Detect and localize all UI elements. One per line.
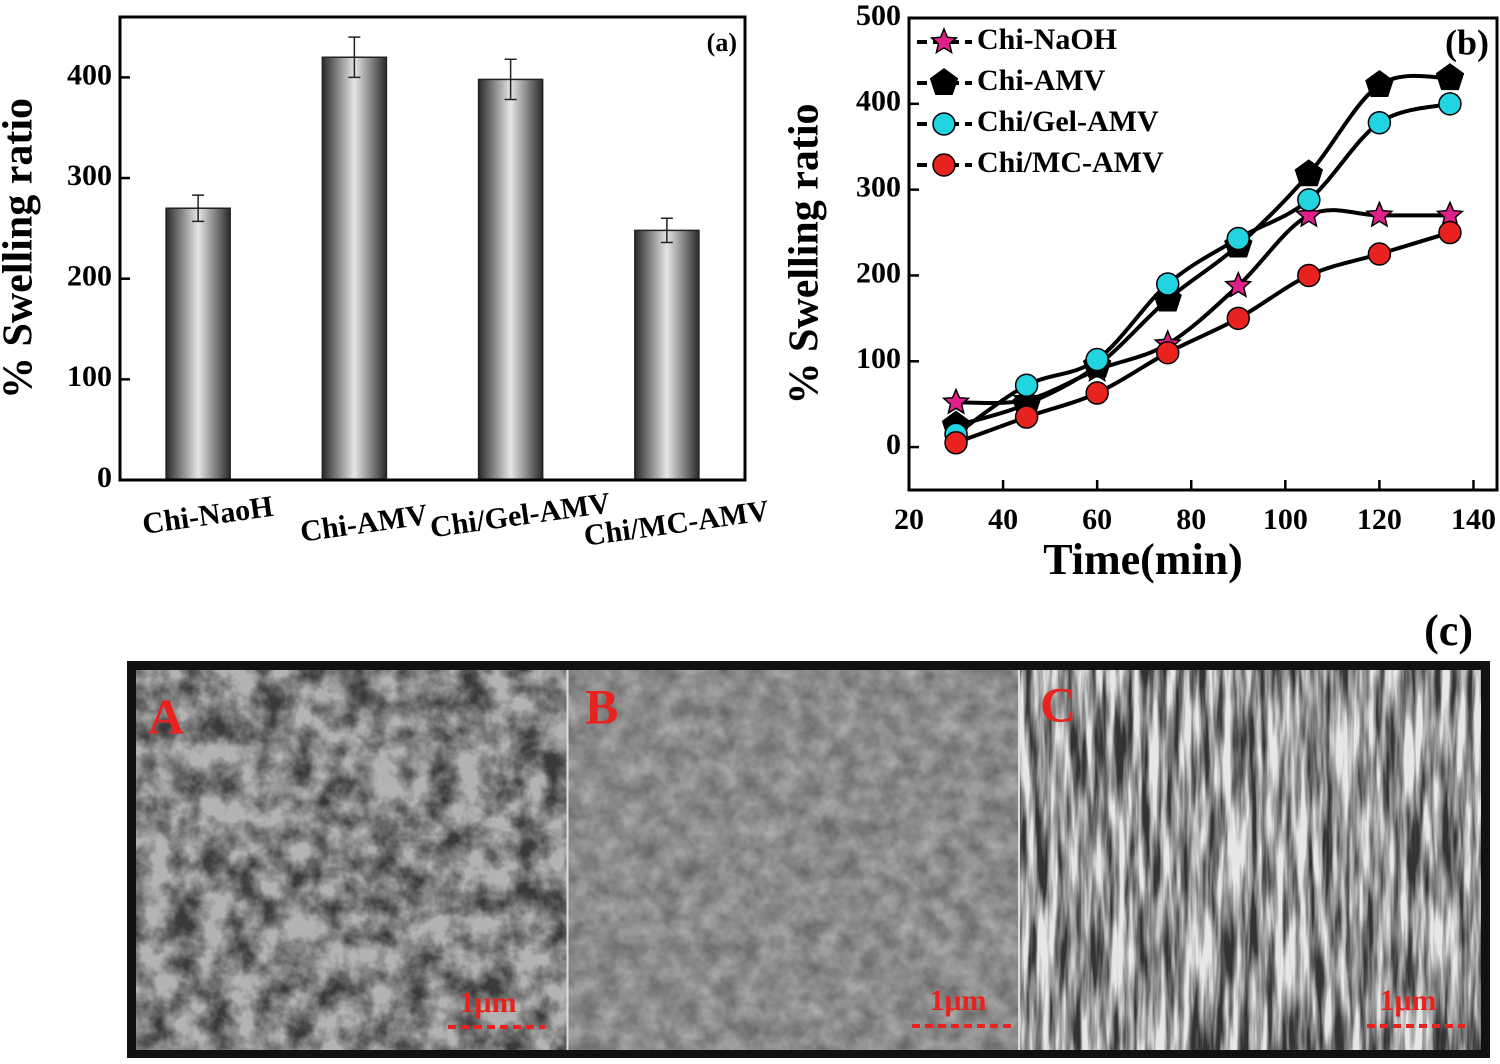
marker [1297,263,1321,288]
y-tick-label: 500 [856,0,901,32]
marker [1085,381,1109,405]
y-tick-label: 0 [97,461,112,494]
y-tick-label: 400 [67,58,112,91]
legend-label: Chi/Gel-AMV [977,105,1159,138]
image-label: B [585,678,618,734]
y-tick-label: 400 [856,85,901,118]
scale-bar-label: 1μm [460,986,517,1019]
x-tick-label: Chi-NaoH [140,490,275,541]
marker [1226,306,1251,331]
marker [1155,340,1180,365]
legend-marker [929,68,959,96]
legend-marker [932,112,956,136]
image-label: A [148,688,184,744]
marker [1297,188,1321,212]
sem-image [568,670,1018,1050]
x-tick-label: 40 [988,503,1018,536]
legend-label: Chi/MC-AMV [977,146,1164,179]
y-axis-title: % Swelling ratio [782,104,828,405]
x-tick-label: 140 [1451,503,1496,536]
marker [1014,373,1039,398]
marker [944,431,968,455]
marker [1155,272,1180,296]
x-tick-label: Chi-AMV [298,498,430,549]
panel-label: (b) [1445,22,1489,62]
marker [1435,63,1465,91]
x-tick-label: 80 [1176,503,1206,536]
y-tick-label: 200 [856,256,901,289]
legend-marker [932,153,956,177]
x-tick-label: Chi/MC-AMV [582,494,772,553]
marker [1367,110,1392,135]
marker [1365,69,1394,98]
bar [477,78,544,481]
error-bar [348,36,361,79]
image-label: C [1040,676,1076,732]
y-tick-label: 0 [886,428,901,461]
bar [634,229,700,481]
marker [1294,200,1324,228]
marker [941,387,971,415]
x-tick-label: 120 [1357,503,1402,536]
y-tick-label: 100 [856,342,901,375]
scale-bar-label: 1μm [930,984,987,1017]
marker [1224,270,1253,298]
legend-label: Chi-NaOH [977,23,1117,56]
bar [321,56,388,481]
error-bar [192,194,205,223]
panel-label: (c) [1424,606,1473,655]
marker [1367,242,1392,266]
series-line [955,73,1451,428]
x-tick-label: 20 [894,503,924,536]
bar [165,207,231,481]
marker [1294,159,1324,187]
y-tick-label: 300 [856,171,901,204]
legend-label: Chi-AMV [977,64,1106,97]
sem-image [1020,670,1481,1050]
plot-frame [907,16,1499,492]
panel-label: (a) [707,28,737,57]
x-axis-title: Time(min) [1043,535,1243,584]
error-bar [504,58,517,101]
x-tick-label: 60 [1082,503,1112,536]
y-axis-title: % Swelling ratio [0,98,42,399]
marker [1438,220,1462,245]
marker [1226,226,1251,251]
y-tick-label: 100 [67,360,112,393]
y-tick-label: 200 [67,260,112,293]
x-tick-label: 100 [1263,503,1308,536]
scale-bar-label: 1μm [1380,984,1437,1017]
marker [1014,405,1039,429]
plot-frame [118,15,747,482]
marker [1438,92,1462,116]
legend-marker [929,27,959,55]
marker [1365,200,1394,228]
marker [1085,347,1109,372]
y-tick-label: 300 [67,159,112,192]
sem-image [136,670,567,1050]
error-bar [660,217,673,244]
